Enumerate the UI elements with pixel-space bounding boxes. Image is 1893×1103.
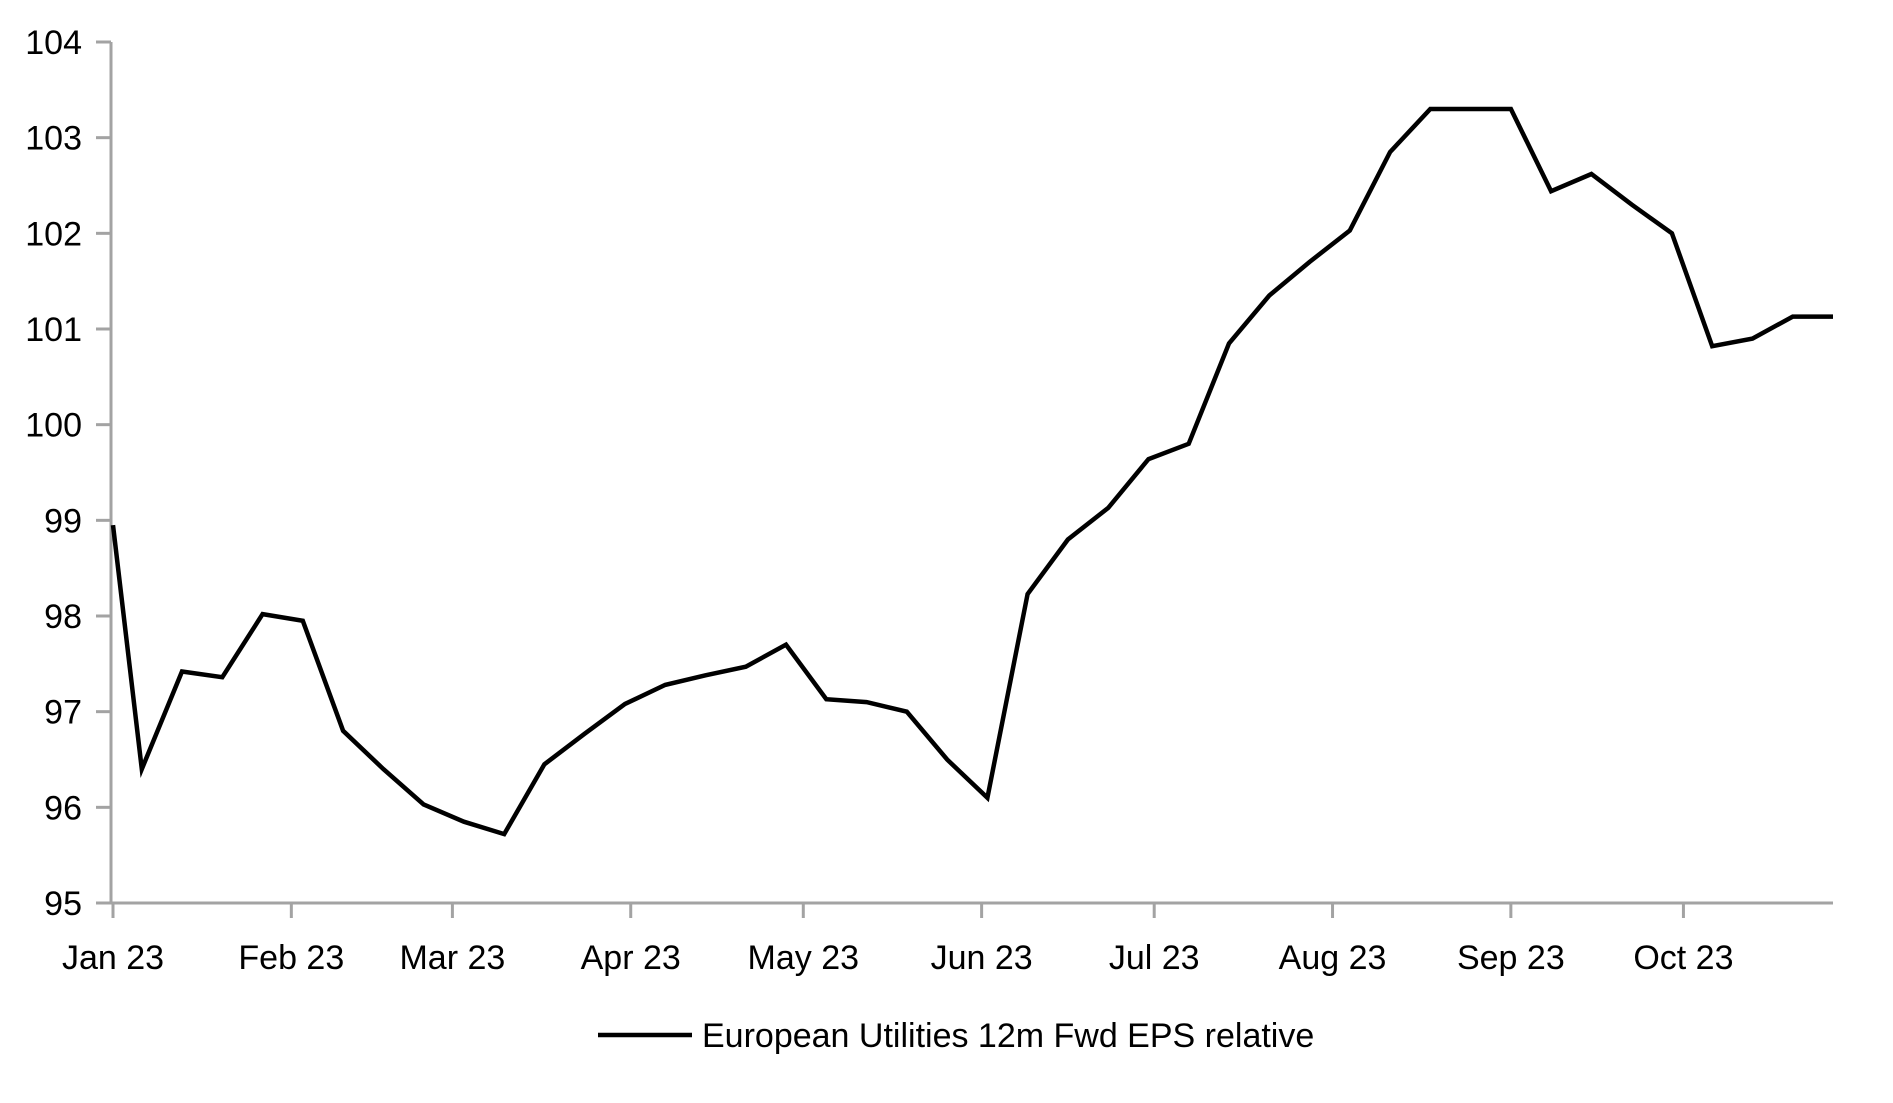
y-tick-label: 102 (25, 215, 82, 253)
legend-label: European Utilities 12m Fwd EPS relative (702, 1017, 1314, 1055)
x-tick-label: Jun 23 (931, 939, 1033, 977)
x-tick-label: Feb 23 (238, 939, 344, 977)
x-tick-label: Mar 23 (399, 939, 505, 977)
x-tick-label: Sep 23 (1457, 939, 1565, 977)
x-axis-labels: Jan 23 Feb 23 Mar 23 Apr 23 May 23 Jun 23 Jul … (62, 939, 1734, 977)
y-tick-label: 103 (25, 120, 82, 158)
legend: European Utilities 12m Fwd EPS relative (598, 1017, 1314, 1055)
x-tick-label: Jul 23 (1109, 939, 1200, 977)
y-tick-label: 99 (44, 502, 82, 540)
y-tick-label: 95 (44, 885, 82, 923)
y-tick-label: 101 (25, 311, 82, 349)
eps-relative-series-line (110, 106, 1833, 837)
x-axis-ticks (111, 903, 1685, 918)
y-axis-ticks (96, 40, 111, 905)
axes (109, 42, 1833, 905)
x-tick-label: Jan 23 (62, 939, 164, 977)
y-tick-label: 97 (44, 694, 82, 732)
y-axis-labels: 104 103 102 101 100 99 98 97 96 95 (25, 24, 82, 923)
x-tick-label: Oct 23 (1633, 939, 1733, 977)
x-tick-label: Aug 23 (1279, 939, 1387, 977)
x-tick-label: Apr 23 (581, 939, 681, 977)
y-tick-label: 98 (44, 598, 82, 636)
x-tick-label: May 23 (748, 939, 860, 977)
y-tick-label: 96 (44, 789, 82, 827)
y-tick-label: 104 (25, 24, 82, 62)
y-tick-label: 100 (25, 407, 82, 445)
